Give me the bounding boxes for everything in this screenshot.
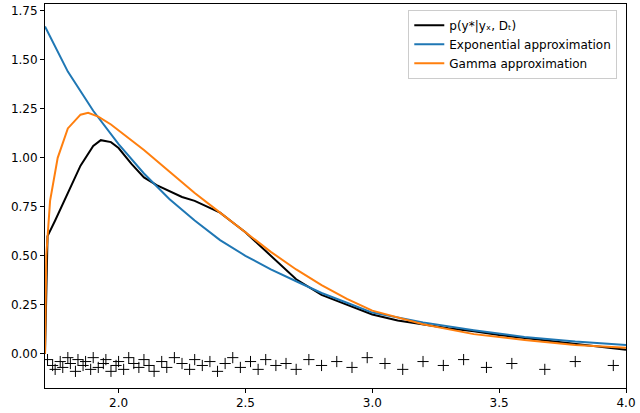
svg-text:0.25: 0.25 <box>11 298 38 312</box>
svg-text:3.5: 3.5 <box>490 396 509 410</box>
svg-text:1.50: 1.50 <box>11 53 38 67</box>
svg-text:Exponential approximation: Exponential approximation <box>449 38 610 52</box>
svg-text:p(y*|yₓ, Dₜ): p(y*|yₓ, Dₜ) <box>449 19 516 33</box>
svg-text:3.0: 3.0 <box>363 396 382 410</box>
svg-text:1.75: 1.75 <box>11 4 38 18</box>
svg-text:0.75: 0.75 <box>11 200 38 214</box>
svg-text:Gamma approximation: Gamma approximation <box>449 57 587 71</box>
svg-text:4.0: 4.0 <box>616 396 635 410</box>
svg-text:1.25: 1.25 <box>11 102 38 116</box>
svg-text:2.0: 2.0 <box>109 396 128 410</box>
svg-text:2.5: 2.5 <box>236 396 255 410</box>
svg-text:1.00: 1.00 <box>11 151 38 165</box>
svg-text:0.00: 0.00 <box>11 347 38 361</box>
svg-text:0.50: 0.50 <box>11 249 38 263</box>
